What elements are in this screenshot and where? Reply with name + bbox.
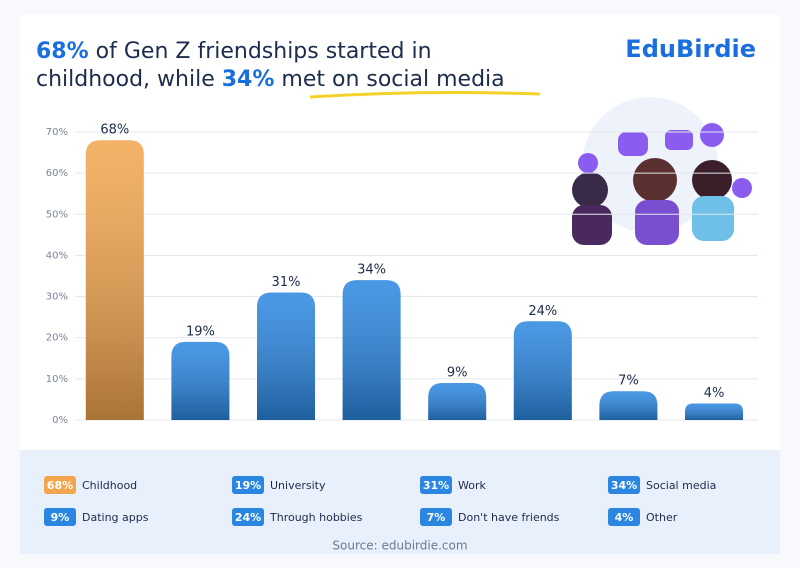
chart-title: 68% of Gen Z friendships started in child…	[36, 39, 505, 92]
legend-swatch	[608, 476, 640, 494]
legend-value: 7%	[427, 511, 446, 524]
legend-value: 24%	[235, 511, 261, 524]
bar-shade	[257, 292, 315, 420]
legend-label: Social media	[646, 479, 716, 492]
legend-label: Dating apps	[82, 511, 149, 524]
legend-swatch	[232, 476, 264, 494]
legend-label: Work	[458, 479, 486, 492]
legend-swatch	[232, 508, 264, 526]
bar-shade	[513, 321, 572, 420]
data-label: 24%	[528, 304, 557, 319]
legend-label: Through hobbies	[269, 511, 363, 524]
bar-shade	[171, 341, 230, 420]
bar-shade	[599, 391, 658, 420]
brand-logo: EduBirdie	[625, 35, 756, 63]
data-label: 19%	[186, 324, 215, 339]
bar-shade	[342, 280, 401, 420]
legend-label: Don't have friends	[458, 511, 560, 524]
legend-label: Other	[646, 511, 678, 524]
y-tick-label: 10%	[46, 374, 68, 385]
legend-panel	[20, 450, 780, 554]
y-tick-label: 60%	[46, 168, 68, 179]
legend-swatch	[608, 508, 640, 526]
data-label: 7%	[618, 374, 639, 389]
y-tick-label: 70%	[46, 127, 68, 138]
legend-swatch	[420, 476, 452, 494]
legend-value: 9%	[51, 511, 70, 524]
title-run: met on social media	[274, 67, 504, 92]
legend-value: 19%	[235, 479, 261, 492]
legend-value: 31%	[423, 479, 449, 492]
legend-swatch	[420, 508, 452, 526]
data-label: 34%	[357, 263, 386, 278]
legend-label: University	[270, 479, 326, 492]
legend-swatch	[44, 476, 76, 494]
y-tick-label: 20%	[46, 333, 68, 344]
y-tick-label: 40%	[46, 250, 68, 261]
legend-label: Childhood	[82, 479, 137, 492]
title-run: 34%	[222, 67, 275, 92]
legend-swatch	[44, 508, 76, 526]
underline	[309, 91, 541, 99]
source-note: Source: edubirdie.com	[332, 539, 467, 553]
y-tick-label: 0%	[52, 415, 68, 426]
illustration	[572, 97, 752, 245]
legend-value: 68%	[47, 479, 73, 492]
bar-shade	[85, 140, 144, 420]
y-tick-label: 50%	[46, 209, 68, 220]
title-run: childhood, while	[36, 67, 222, 92]
data-label: 4%	[704, 386, 725, 401]
title-run: of Gen Z friendships started in	[89, 39, 432, 64]
y-tick-label: 30%	[46, 292, 68, 303]
bar-shade	[685, 403, 743, 420]
data-label: 31%	[272, 275, 301, 290]
data-label: 9%	[447, 365, 468, 380]
title-run: 68%	[36, 39, 89, 64]
legend-value: 4%	[615, 511, 634, 524]
data-label: 68%	[100, 123, 129, 138]
bar-shade	[428, 382, 487, 420]
legend-value: 34%	[611, 479, 637, 492]
